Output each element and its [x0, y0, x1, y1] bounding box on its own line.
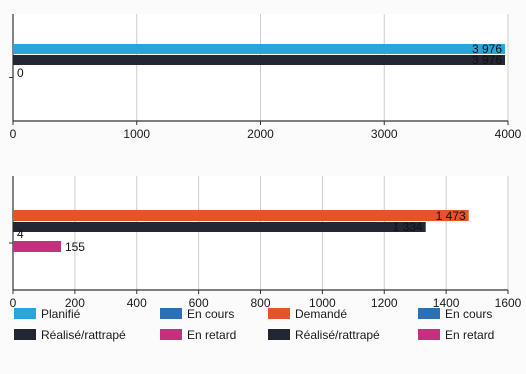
- x-tick-label: 600: [189, 296, 209, 310]
- legend-swatch: [418, 308, 440, 319]
- legend-label: En retard: [187, 328, 236, 342]
- x-tick-label: 1200: [371, 296, 398, 310]
- bar-value-label: 3 976: [472, 53, 502, 67]
- bar-value-label: 3 976: [472, 42, 502, 56]
- legend-swatch: [160, 329, 182, 340]
- legend-swatch: [268, 308, 290, 319]
- x-tick-label: 400: [127, 296, 147, 310]
- x-tick-label: 2000: [247, 127, 274, 141]
- legend-swatch: [14, 329, 36, 340]
- legend-swatch: [160, 308, 182, 319]
- x-tick-label: 4000: [495, 127, 522, 141]
- bar: [13, 210, 469, 221]
- x-tick-label: 1000: [309, 296, 336, 310]
- legend-label: En retard: [445, 328, 494, 342]
- bar: [13, 222, 426, 232]
- bar-value-label: 1 334: [393, 220, 423, 234]
- x-tick-label: 1400: [433, 296, 460, 310]
- chart-requested: 0 200 400 600 800 1000 1200 1400 1600 1 473 1 334 4…: [9, 176, 522, 310]
- legend-label: Réalisé/rattrapé: [41, 328, 126, 342]
- legend-swatch: [268, 329, 290, 340]
- bar-value-label: 1 473: [436, 209, 466, 223]
- bar: [13, 241, 61, 252]
- x-tick-label: 800: [250, 296, 270, 310]
- x-tick-label: 1600: [495, 296, 522, 310]
- bar: [13, 55, 506, 65]
- legend-swatch: [418, 329, 440, 340]
- legend-label: Planifié: [41, 307, 81, 321]
- x-tick-label: 200: [65, 296, 85, 310]
- x-tick-label: 1000: [123, 127, 150, 141]
- bar-value-label: 4: [17, 227, 24, 241]
- legend-label: Demandé: [295, 307, 347, 321]
- bar-value-label: 0: [17, 66, 24, 80]
- x-tick-label: 0: [10, 127, 17, 141]
- legend-label: En cours: [445, 307, 492, 321]
- legend-label: Réalisé/rattrapé: [295, 328, 380, 342]
- bar: [13, 44, 506, 54]
- legend-label: En cours: [187, 307, 234, 321]
- legend-swatch: [14, 308, 36, 319]
- bar-value-label: 155: [65, 240, 85, 254]
- legend: Planifié Réalisé/rattrapé En cours En retar…: [14, 307, 494, 342]
- x-tick-label: 0: [10, 296, 17, 310]
- x-tick-label: 3000: [371, 127, 398, 141]
